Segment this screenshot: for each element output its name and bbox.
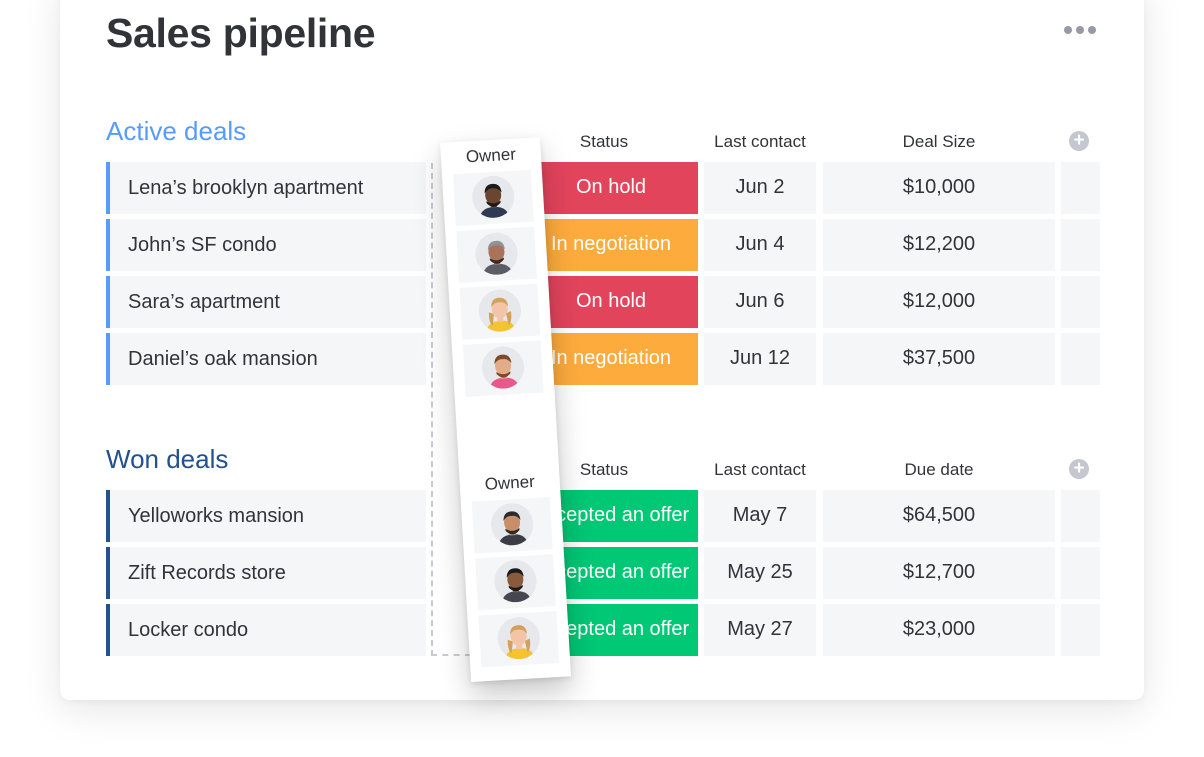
dot [1088,26,1096,34]
table-row[interactable]: John’s SF condo In negotiation Jun 4 $12,20… [106,219,1100,271]
item-name-cell[interactable]: Sara’s apartment [106,276,426,328]
empty-cell[interactable] [1061,219,1100,271]
more-dots-icon[interactable] [1064,26,1096,34]
avatar[interactable] [496,615,541,661]
owner-cell[interactable] [462,340,544,397]
plus-circle-icon[interactable]: + [1069,131,1089,151]
table-row[interactable]: Lena’s brooklyn apartment On hold Jun 2 $10… [106,162,1100,214]
table-row[interactable]: Locker condo Accepted an offer May 27 $23,0… [106,604,1100,656]
col-header-status[interactable]: Status [579,460,629,479]
dot [1076,26,1084,34]
item-name-cell[interactable]: Zift Records store [106,547,426,599]
person-icon [471,174,516,220]
status-label[interactable]: On hold [524,276,698,328]
table-row[interactable]: Sara’s apartment On hold Jun 6 $12,000 [106,276,1100,328]
plus-circle-icon[interactable]: + [1069,459,1089,479]
owner-cell[interactable] [471,497,553,554]
empty-cell[interactable] [1061,490,1100,542]
col-header-value[interactable]: Due date [904,460,974,479]
value-cell[interactable]: $37,500 [823,333,1055,385]
group-title[interactable]: Active deals [106,116,247,146]
owner-cell[interactable] [456,226,538,284]
date-cell[interactable]: Jun 6 [704,276,816,328]
owner-cell[interactable] [478,610,560,668]
owner-cell[interactable] [459,283,541,340]
item-name-cell[interactable]: Locker condo [106,604,426,656]
person-icon [493,559,538,604]
person-icon [496,615,541,661]
item-name-cell[interactable]: Daniel’s oak mansion [106,333,426,385]
avatar[interactable] [474,231,519,276]
item-name-cell[interactable]: Yelloworks mansion [106,490,426,542]
date-cell[interactable]: May 27 [704,604,816,656]
dot [1064,26,1072,34]
person-icon [477,288,523,333]
avatar[interactable] [493,559,538,604]
col-header-owner[interactable]: Owner [484,472,536,494]
col-header-value[interactable]: Deal Size [902,132,976,151]
group-title[interactable]: Won deals [106,444,229,474]
date-cell[interactable]: Jun 2 [704,162,816,214]
value-cell[interactable]: $64,500 [823,490,1055,542]
date-cell[interactable]: May 25 [704,547,816,599]
value-cell[interactable]: $12,700 [823,547,1055,599]
table-row[interactable]: Yelloworks mansion Accepted an offer May 7… [106,490,1100,542]
empty-cell[interactable] [1061,162,1100,214]
empty-cell[interactable] [1061,276,1100,328]
date-cell[interactable]: Jun 12 [704,333,816,385]
owner-cell[interactable] [452,169,534,227]
col-header-date[interactable]: Last contact [714,132,806,151]
empty-cell[interactable] [1061,604,1100,656]
value-cell[interactable]: $12,000 [823,276,1055,328]
page-title: Sales pipeline [106,10,376,56]
item-name-cell[interactable]: Lena’s brooklyn apartment [106,162,426,214]
date-cell[interactable]: May 7 [704,490,816,542]
col-header-owner[interactable]: Owner [465,144,517,167]
avatar[interactable] [471,174,516,220]
value-cell[interactable]: $10,000 [823,162,1055,214]
person-icon [474,231,519,276]
empty-cell[interactable] [1061,547,1100,599]
avatar[interactable] [480,345,526,390]
status-label[interactable]: In negotiation [524,219,698,271]
status-label[interactable]: On hold [524,162,698,214]
owner-cell[interactable] [475,554,556,611]
person-icon [489,502,535,547]
avatar[interactable] [489,502,535,547]
table-row[interactable]: Zift Records store Accepted an offer May 2… [106,547,1100,599]
avatar[interactable] [477,288,523,333]
col-header-status[interactable]: Status [579,132,629,151]
col-header-date[interactable]: Last contact [714,460,806,479]
table-row[interactable]: Daniel’s oak mansion In negotiation Jun 12… [106,333,1100,385]
value-cell[interactable]: $12,200 [823,219,1055,271]
value-cell[interactable]: $23,000 [823,604,1055,656]
empty-cell[interactable] [1061,333,1100,385]
item-name-cell[interactable]: John’s SF condo [106,219,426,271]
date-cell[interactable]: Jun 4 [704,219,816,271]
owner-column-dragged[interactable]: Owner Owner [440,137,572,682]
person-icon [480,345,526,390]
owner-column-drop-slot [431,163,471,656]
